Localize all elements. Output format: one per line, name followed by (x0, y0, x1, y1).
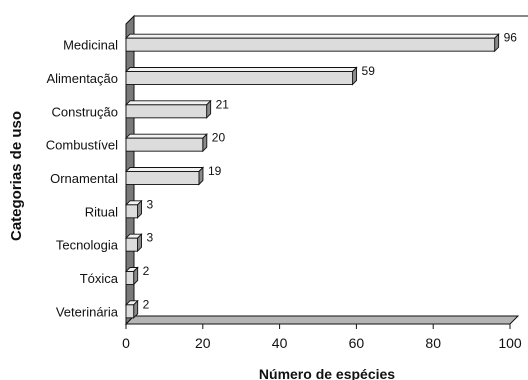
y-axis-title: Categorias de uso (8, 111, 25, 241)
bar-group: Ornamental 19 (50, 164, 222, 186)
data-label: 3 (147, 197, 154, 211)
category-label: Tóxica (80, 271, 119, 286)
bar-group: Ritual 3 (85, 197, 154, 219)
bar-top (124, 100, 212, 106)
bar (125, 271, 135, 285)
category-label: Construção (52, 104, 118, 119)
data-label: 21 (216, 97, 230, 111)
category-label: Alimentação (46, 71, 118, 86)
x-axis-title: Número de espécies (259, 366, 395, 380)
data-label: 59 (362, 64, 376, 78)
x-tick-label: 80 (425, 335, 441, 351)
category-label: Ritual (85, 204, 118, 219)
bar-group: Tecnologia 3 (56, 231, 154, 253)
chart-floor (124, 315, 520, 325)
bar-group: Combustível 20 (46, 131, 226, 153)
bars-group: Medicinal 96 Alimentação 59 Construção 21 Comb… (46, 31, 518, 320)
x-tick-label: 0 (122, 335, 130, 351)
x-tick-label: 60 (349, 335, 365, 351)
bar-top (124, 133, 208, 139)
bar (125, 237, 138, 252)
bar (125, 37, 496, 52)
data-label: 2 (143, 264, 150, 278)
category-label: Medicinal (63, 38, 118, 53)
bar-group: Construção 21 (52, 97, 230, 119)
bar-group: Alimentação 59 (46, 64, 375, 86)
bar (125, 104, 208, 119)
bar (125, 137, 204, 152)
bar (125, 204, 138, 219)
category-label: Tecnologia (56, 238, 119, 253)
category-label: Ornamental (50, 171, 118, 186)
category-label: Combustível (46, 138, 118, 153)
category-label: Veterinária (56, 304, 119, 319)
data-label: 19 (208, 164, 222, 178)
bar-group: Tóxica 2 (80, 264, 150, 286)
x-axis: 0 20 40 60 80 100 (122, 324, 522, 351)
bar (125, 304, 135, 319)
bar (125, 171, 200, 185)
x-tick-label: 20 (195, 335, 211, 351)
bar (125, 71, 354, 85)
data-label: 2 (143, 297, 150, 311)
x-tick-label: 100 (498, 335, 522, 351)
data-label: 20 (212, 131, 226, 145)
bar-top (124, 33, 500, 39)
bar-top (124, 67, 358, 72)
bar-group: Medicinal 96 (63, 31, 517, 53)
bar-group: Veterinária 2 (56, 297, 150, 319)
x-tick-label: 40 (272, 335, 288, 351)
data-label: 3 (147, 231, 154, 245)
bar-top (124, 167, 205, 172)
data-label: 96 (504, 31, 518, 45)
